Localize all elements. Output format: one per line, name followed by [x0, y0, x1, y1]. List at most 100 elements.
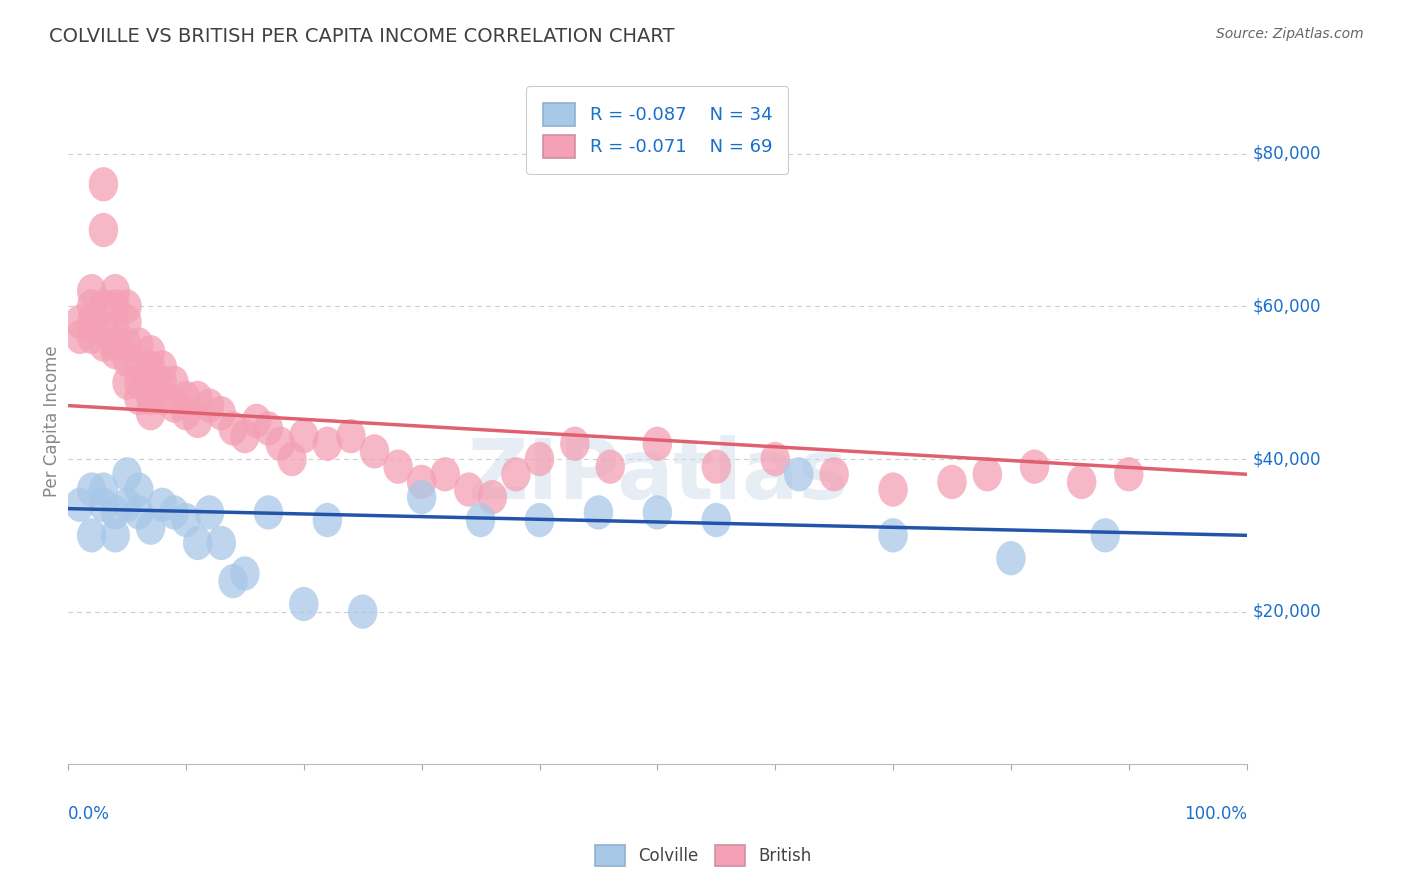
Ellipse shape — [148, 366, 177, 400]
Ellipse shape — [231, 419, 260, 453]
Ellipse shape — [384, 450, 413, 483]
Ellipse shape — [89, 167, 118, 202]
Text: $60,000: $60,000 — [1253, 297, 1322, 316]
Ellipse shape — [100, 327, 129, 362]
Ellipse shape — [218, 411, 247, 446]
Ellipse shape — [242, 404, 271, 438]
Ellipse shape — [266, 426, 295, 461]
Ellipse shape — [89, 327, 118, 362]
Ellipse shape — [761, 442, 790, 476]
Ellipse shape — [312, 426, 342, 461]
Ellipse shape — [124, 473, 153, 507]
Ellipse shape — [218, 564, 247, 599]
Ellipse shape — [349, 594, 377, 629]
Text: COLVILLE VS BRITISH PER CAPITA INCOME CORRELATION CHART: COLVILLE VS BRITISH PER CAPITA INCOME CO… — [49, 27, 675, 45]
Legend: Colville, British: Colville, British — [586, 837, 820, 875]
Ellipse shape — [454, 473, 484, 507]
Ellipse shape — [112, 457, 142, 491]
Ellipse shape — [148, 351, 177, 384]
Ellipse shape — [159, 495, 188, 530]
Text: ZIPatlas: ZIPatlas — [467, 435, 848, 516]
Text: $80,000: $80,000 — [1253, 145, 1322, 162]
Ellipse shape — [89, 289, 118, 324]
Ellipse shape — [148, 381, 177, 415]
Ellipse shape — [183, 381, 212, 415]
Ellipse shape — [77, 473, 107, 507]
Ellipse shape — [879, 518, 908, 552]
Ellipse shape — [77, 289, 107, 324]
Ellipse shape — [336, 419, 366, 453]
Ellipse shape — [112, 289, 142, 324]
Ellipse shape — [465, 503, 495, 537]
Ellipse shape — [124, 366, 153, 400]
Ellipse shape — [77, 274, 107, 309]
Ellipse shape — [100, 335, 129, 369]
Ellipse shape — [183, 404, 212, 438]
Ellipse shape — [702, 503, 731, 537]
Ellipse shape — [159, 388, 188, 423]
Ellipse shape — [207, 525, 236, 560]
Y-axis label: Per Capita Income: Per Capita Income — [44, 345, 60, 497]
Ellipse shape — [89, 312, 118, 346]
Ellipse shape — [560, 426, 589, 461]
Ellipse shape — [312, 503, 342, 537]
Ellipse shape — [172, 381, 201, 415]
Ellipse shape — [77, 518, 107, 552]
Ellipse shape — [430, 457, 460, 491]
Ellipse shape — [524, 503, 554, 537]
Ellipse shape — [65, 319, 94, 354]
Ellipse shape — [100, 274, 129, 309]
Ellipse shape — [820, 457, 849, 491]
Ellipse shape — [124, 495, 153, 530]
Ellipse shape — [65, 304, 94, 339]
Ellipse shape — [100, 518, 129, 552]
Legend: R = -0.087    N = 34, R = -0.071    N = 69: R = -0.087 N = 34, R = -0.071 N = 69 — [526, 87, 789, 175]
Ellipse shape — [136, 381, 166, 415]
Ellipse shape — [195, 495, 224, 530]
Ellipse shape — [112, 304, 142, 339]
Ellipse shape — [112, 366, 142, 400]
Ellipse shape — [136, 396, 166, 431]
Text: $40,000: $40,000 — [1253, 450, 1322, 468]
Text: Source: ZipAtlas.com: Source: ZipAtlas.com — [1216, 27, 1364, 41]
Ellipse shape — [112, 488, 142, 522]
Ellipse shape — [159, 366, 188, 400]
Ellipse shape — [207, 396, 236, 431]
Ellipse shape — [290, 587, 319, 621]
Ellipse shape — [136, 335, 166, 369]
Ellipse shape — [501, 457, 530, 491]
Ellipse shape — [89, 488, 118, 522]
Ellipse shape — [100, 312, 129, 346]
Text: 100.0%: 100.0% — [1184, 805, 1247, 823]
Ellipse shape — [702, 450, 731, 483]
Ellipse shape — [1114, 457, 1143, 491]
Ellipse shape — [77, 319, 107, 354]
Ellipse shape — [406, 465, 436, 500]
Ellipse shape — [478, 480, 508, 515]
Ellipse shape — [643, 495, 672, 530]
Ellipse shape — [290, 419, 319, 453]
Text: $20,000: $20,000 — [1253, 603, 1322, 621]
Ellipse shape — [148, 488, 177, 522]
Ellipse shape — [112, 343, 142, 377]
Ellipse shape — [136, 351, 166, 384]
Ellipse shape — [785, 457, 814, 491]
Ellipse shape — [524, 442, 554, 476]
Ellipse shape — [1019, 450, 1049, 483]
Ellipse shape — [124, 351, 153, 384]
Ellipse shape — [277, 442, 307, 476]
Ellipse shape — [89, 473, 118, 507]
Ellipse shape — [77, 304, 107, 339]
Ellipse shape — [406, 480, 436, 515]
Ellipse shape — [136, 510, 166, 545]
Ellipse shape — [596, 450, 624, 483]
Ellipse shape — [879, 473, 908, 507]
Ellipse shape — [65, 488, 94, 522]
Text: 0.0%: 0.0% — [67, 805, 110, 823]
Ellipse shape — [1067, 465, 1097, 500]
Ellipse shape — [360, 434, 389, 468]
Ellipse shape — [100, 289, 129, 324]
Ellipse shape — [973, 457, 1002, 491]
Ellipse shape — [231, 557, 260, 591]
Ellipse shape — [1091, 518, 1121, 552]
